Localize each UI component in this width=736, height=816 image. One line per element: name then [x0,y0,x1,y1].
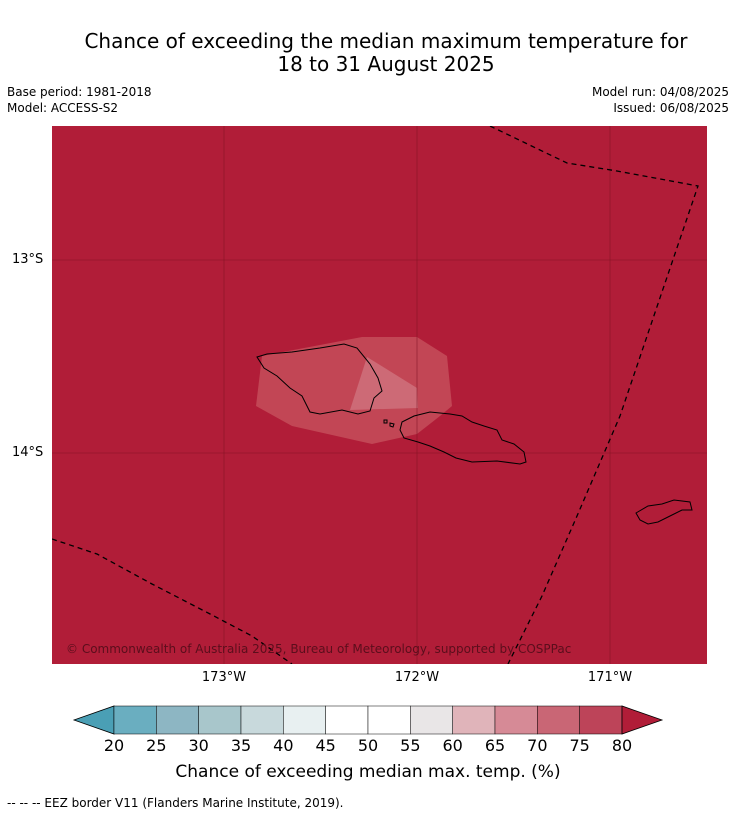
colorbar-tick-label: 40 [273,736,294,755]
map-title-line1: Chance of exceeding the median maximum t… [84,29,688,53]
colorbar-cell [240,705,284,735]
colorbar-extend-low [72,705,115,735]
upolu-island [399,411,527,465]
base-period: Base period: 1981-2018 [7,85,152,99]
colorbar-cell [410,705,453,735]
tutuila-island [635,499,693,525]
lat-label-13s: 13°S [12,252,44,267]
coastlines [256,343,693,525]
colorbar-cells [72,705,664,735]
colorbar-tick-label: 50 [357,736,379,755]
lon-label-171w: 171°W [587,670,633,685]
meta-right: Model run: 04/08/2025 Issued: 06/08/2025 [592,84,729,116]
colorbar-tick-label: 25 [146,736,167,755]
model-name: Model: ACCESS-S2 [7,101,119,115]
colorbar-extend-high [621,705,664,735]
colorbar-tick-label: 70 [527,736,548,755]
map-canvas: © Commonwealth of Australia 2025, Bureau… [52,126,707,664]
colorbar-tick-label: 20 [103,736,125,755]
colorbar-tick-label: 60 [442,736,463,755]
colorbar-cell [579,705,623,735]
colorbar [72,705,664,735]
colorbar-tick-label: 45 [315,736,336,755]
colorbar-tick-label: 30 [188,736,209,755]
map-title-line2: 18 to 31 August 2025 [277,52,495,76]
eez-footnote: -- -- -- EEZ border V11 (Flanders Marine… [7,796,344,810]
apolima-islet [383,419,388,424]
colorbar-cell [198,705,242,735]
colorbar-cell [452,705,496,735]
lon-label-173w: 173°W [201,670,247,685]
colorbar-cell [113,705,157,735]
colorbar-tick-label: 55 [400,736,421,755]
manono-islet [389,422,395,428]
lat-label-14s: 14°S [12,445,44,460]
colorbar-cell [325,705,369,735]
graticule [52,126,707,664]
colorbar-cell [494,705,538,735]
colorbar-cell [283,705,326,735]
colorbar-cell [537,705,580,735]
savaii-island [256,343,383,415]
colorbar-cell [367,705,411,735]
eez-border [52,126,699,664]
colorbar-tick-label: 65 [484,736,506,755]
colorbar-label: Chance of exceeding median max. temp. (%… [175,762,561,782]
issued-date: Issued: 06/08/2025 [613,101,729,115]
colorbar-tick-label: 80 [611,736,633,755]
probability-patch-outer [256,337,452,444]
model-run: Model run: 04/08/2025 [591,85,729,99]
copyright-notice: © Commonwealth of Australia 2025, Bureau… [66,642,571,656]
colorbar-tick-label: 75 [569,736,590,755]
colorbar-tick-label: 35 [230,736,252,755]
map-title: Chance of exceeding the median maximum t… [0,30,736,76]
colorbar-cell [156,705,199,735]
probability-patch-inner [350,357,418,410]
meta-left: Base period: 1981-2018 Model: ACCESS-S2 [7,84,152,116]
lon-label-172w: 172°W [394,670,440,685]
